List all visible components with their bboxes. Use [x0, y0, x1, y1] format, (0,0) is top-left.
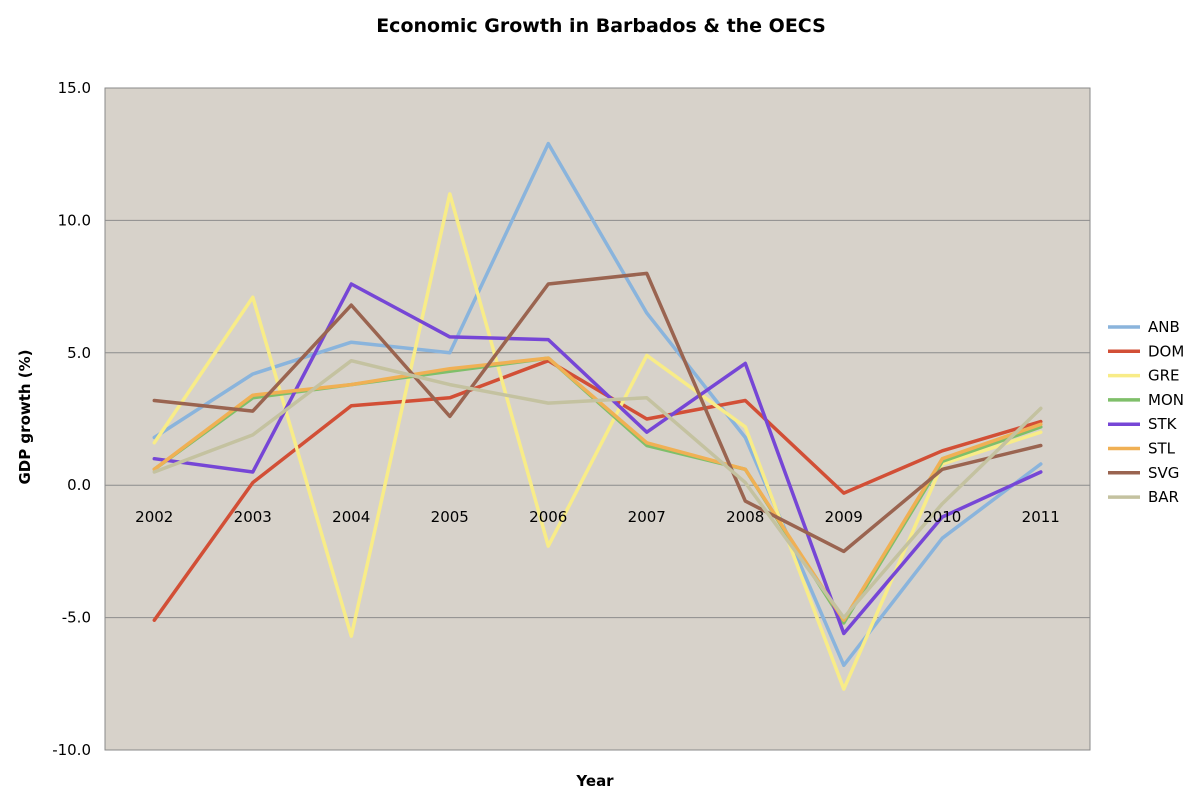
plot-area — [104, 87, 1091, 751]
x-tick-label: 2009 — [825, 508, 863, 526]
legend-label: BAR — [1148, 488, 1179, 506]
x-tick-label: 2010 — [923, 508, 961, 526]
y-tick-label: 0.0 — [67, 476, 91, 494]
x-tick-label: 2008 — [726, 508, 764, 526]
legend-label: MON — [1148, 391, 1184, 409]
series-line-svg — [152, 271, 1043, 554]
y-axis-ticks: 15.0 10.0 5.0 0.0 -5.0 -10.0 — [52, 79, 91, 759]
legend-label: STL — [1148, 440, 1176, 458]
series-line-stk — [152, 282, 1043, 636]
x-tick-label: 2005 — [431, 508, 469, 526]
x-tick-label: 2007 — [628, 508, 666, 526]
legend: ANB DOM GRE MON STK STL SVG BAR — [1108, 318, 1184, 506]
x-tick-label: 2004 — [332, 508, 370, 526]
y-tick-label: -10.0 — [52, 741, 91, 759]
x-axis-ticks: 2002 2003 2004 2005 2006 2007 2008 2009 2010 2011 — [135, 508, 1060, 526]
legend-label: SVG — [1148, 464, 1179, 482]
y-axis-label: GDP growth (%) — [16, 349, 34, 484]
y-tick-label: 15.0 — [58, 79, 91, 97]
legend-label: STK — [1148, 415, 1178, 433]
x-tick-label: 2006 — [529, 508, 567, 526]
series-line-bar — [152, 358, 1043, 620]
x-axis-label: Year — [575, 772, 614, 789]
legend-label: ANB — [1148, 318, 1180, 336]
x-tick-label: 2002 — [135, 508, 173, 526]
legend-label: GRE — [1148, 367, 1180, 385]
series-lines — [152, 141, 1043, 691]
series-line-dom — [152, 358, 1043, 622]
y-tick-label: 5.0 — [67, 344, 91, 362]
y-tick-label: -5.0 — [62, 609, 91, 627]
legend-label: DOM — [1148, 342, 1184, 360]
x-tick-label: 2011 — [1022, 508, 1060, 526]
chart-title: Economic Growth in Barbados & the OECS — [376, 15, 826, 37]
x-tick-label: 2003 — [234, 508, 272, 526]
y-tick-label: 10.0 — [58, 211, 91, 229]
